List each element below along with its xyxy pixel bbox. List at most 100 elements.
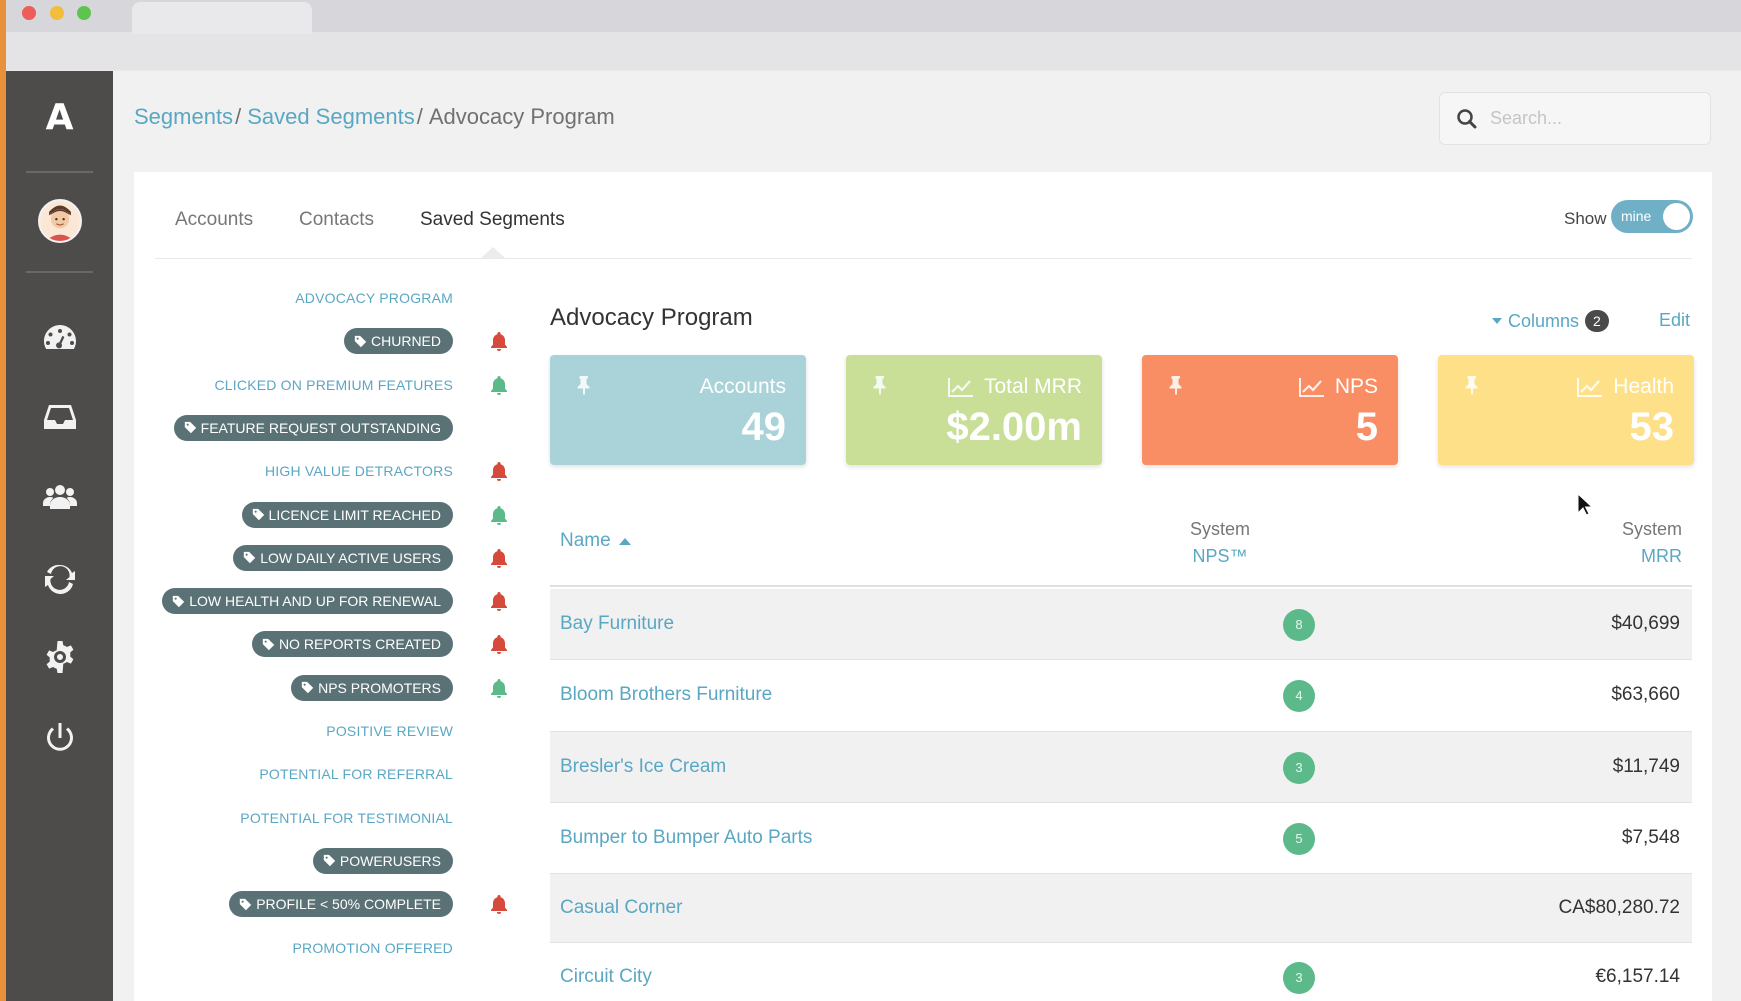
segment-label[interactable]: CLICKED ON PREMIUM FEATURES (214, 376, 453, 393)
app-logo[interactable]: A (45, 97, 74, 138)
pin-icon[interactable] (871, 375, 889, 395)
segment-item[interactable]: PROFILE < 50% COMPLETE (229, 889, 453, 919)
browser-tab[interactable] (132, 2, 312, 34)
segment-label[interactable]: ADVOCACY PROGRAM (295, 290, 453, 306)
segment-item[interactable]: LOW DAILY ACTIVE USERS (233, 543, 453, 573)
kpi-card[interactable]: Accounts 49 (550, 355, 806, 465)
mrr-value: $40,699 (1611, 613, 1680, 634)
account-name-link[interactable]: Bresler's Ice Cream (560, 756, 727, 777)
search-icon[interactable] (1456, 108, 1478, 130)
kpi-value: 53 (1629, 405, 1675, 449)
segment-item[interactable]: LICENCE LIMIT REACHED (241, 500, 453, 530)
segment-tag[interactable]: NPS PROMOTERS (291, 674, 453, 701)
refresh-icon[interactable] (36, 554, 84, 602)
account-name-link[interactable]: Circuit City (560, 966, 652, 987)
bell-icon[interactable] (488, 677, 510, 699)
segment-item[interactable]: HIGH VALUE DETRACTORS (265, 456, 453, 486)
segment-tag[interactable]: PROFILE < 50% COMPLETE (229, 891, 453, 918)
bell-icon[interactable] (488, 893, 510, 915)
bell-icon[interactable] (488, 633, 510, 655)
kpi-card[interactable]: NPS 5 (1142, 355, 1398, 465)
kpi-label: Total MRR (947, 375, 1082, 399)
tab-divider (155, 258, 1692, 259)
kpi-label-text: Health (1613, 375, 1674, 398)
table-row[interactable]: Bay Furniture 8 $40,699 (550, 589, 1692, 660)
segment-tag[interactable]: NO REPORTS CREATED (251, 631, 453, 658)
columns-label: Columns (1508, 310, 1580, 331)
table-row[interactable]: Casual Corner CA$80,280.72 (550, 874, 1692, 943)
segment-label[interactable]: POTENTIAL FOR TESTIMONIAL (240, 809, 453, 826)
segment-item[interactable]: ADVOCACY PROGRAM (295, 283, 453, 313)
mrr-value: $7,548 (1621, 827, 1680, 848)
segment-item[interactable]: POTENTIAL FOR REFERRAL (259, 759, 453, 789)
bell-icon[interactable] (488, 460, 510, 482)
segment-item[interactable]: CHURNED (344, 326, 453, 356)
tag-icon (323, 855, 336, 867)
table-row[interactable]: Bumper to Bumper Auto Parts 5 $7,548 (550, 803, 1692, 874)
tag-icon (301, 682, 314, 694)
mrr-column-header[interactable]: System MRR (1622, 516, 1682, 570)
account-name-link[interactable]: Bloom Brothers Furniture (560, 684, 773, 705)
account-name-link[interactable]: Bay Furniture (560, 613, 675, 634)
segment-item[interactable]: LOW HEALTH AND UP FOR RENEWAL (162, 586, 453, 616)
segment-label[interactable]: PROMOTION OFFERED (292, 939, 453, 956)
segment-item[interactable]: CLICKED ON PREMIUM FEATURES (215, 370, 454, 400)
segment-item[interactable]: NPS PROMOTERS (291, 673, 453, 703)
segment-tag[interactable]: LICENCE LIMIT REACHED (241, 501, 453, 528)
segment-tag[interactable]: POWERUSERS (312, 847, 453, 874)
breadcrumb-segments[interactable]: Segments (134, 104, 234, 129)
table-row[interactable]: Circuit City 3 €6,157.14 (550, 943, 1692, 1001)
show-mine-toggle[interactable]: mine (1611, 200, 1693, 233)
pin-icon[interactable] (1463, 375, 1481, 395)
tab-accounts[interactable]: Accounts (175, 209, 254, 230)
account-name-link[interactable]: Bumper to Bumper Auto Parts (560, 827, 813, 848)
bell-icon[interactable] (488, 330, 510, 352)
mrr-header-line2: MRR (1641, 546, 1682, 566)
segment-tag[interactable]: FEATURE REQUEST OUTSTANDING (173, 414, 453, 441)
segment-tag[interactable]: LOW HEALTH AND UP FOR RENEWAL (162, 588, 453, 615)
nps-column-header[interactable]: System NPS™ (1170, 516, 1270, 570)
window-close-button[interactable] (22, 6, 36, 20)
account-name-link[interactable]: Casual Corner (560, 897, 683, 918)
name-column-header[interactable]: Name (560, 530, 631, 552)
segment-label[interactable]: POSITIVE REVIEW (326, 723, 453, 739)
pin-icon[interactable] (1167, 375, 1185, 395)
segment-item[interactable]: PROMOTION OFFERED (292, 933, 453, 963)
columns-count-badge: 2 (1585, 310, 1609, 332)
window-zoom-button[interactable] (77, 6, 91, 20)
table-row[interactable]: Bloom Brothers Furniture 4 $63,660 (550, 660, 1692, 732)
kpi-card[interactable]: Health 53 (1438, 355, 1694, 465)
kpi-card[interactable]: Total MRR $2.00m (846, 355, 1102, 465)
user-avatar-image (40, 201, 80, 241)
bell-icon[interactable] (488, 374, 510, 396)
segment-item[interactable]: POSITIVE REVIEW (326, 716, 453, 746)
dashboard-icon[interactable] (36, 313, 84, 361)
segment-item[interactable]: POTENTIAL FOR TESTIMONIAL (240, 803, 453, 833)
segment-tag[interactable]: LOW DAILY ACTIVE USERS (233, 544, 453, 571)
pin-icon[interactable] (575, 375, 593, 395)
edit-link[interactable]: Edit (1659, 310, 1691, 330)
inbox-icon[interactable] (36, 393, 84, 441)
tag-icon (252, 508, 264, 521)
power-icon[interactable] (36, 714, 84, 762)
tab-saved-segments[interactable]: Saved Segments (420, 209, 565, 230)
segment-item[interactable]: POWERUSERS (312, 846, 453, 876)
segment-label[interactable]: HIGH VALUE DETRACTORS (264, 463, 453, 480)
breadcrumb-saved-segments[interactable]: Saved Segments (247, 104, 415, 129)
segment-item[interactable]: FEATURE REQUEST OUTSTANDING (173, 413, 453, 443)
users-icon[interactable] (36, 473, 84, 521)
search-input[interactable] (1490, 103, 1690, 133)
bell-icon[interactable] (488, 504, 510, 526)
settings-gear-icon[interactable] (36, 633, 84, 681)
avatar[interactable] (38, 199, 82, 243)
mrr-value: $11,749 (1612, 756, 1680, 777)
bell-icon[interactable] (488, 547, 510, 569)
columns-dropdown[interactable]: Columns 2 (1492, 310, 1609, 332)
window-minimize-button[interactable] (50, 6, 64, 20)
segment-item[interactable]: NO REPORTS CREATED (251, 629, 453, 659)
bell-icon[interactable] (488, 590, 510, 612)
tab-contacts[interactable]: Contacts (299, 209, 374, 230)
segment-tag[interactable]: CHURNED (344, 328, 453, 355)
table-row[interactable]: Bresler's Ice Cream 3 $11,749 (550, 732, 1692, 803)
segment-label[interactable]: POTENTIAL FOR REFERRAL (259, 766, 453, 783)
